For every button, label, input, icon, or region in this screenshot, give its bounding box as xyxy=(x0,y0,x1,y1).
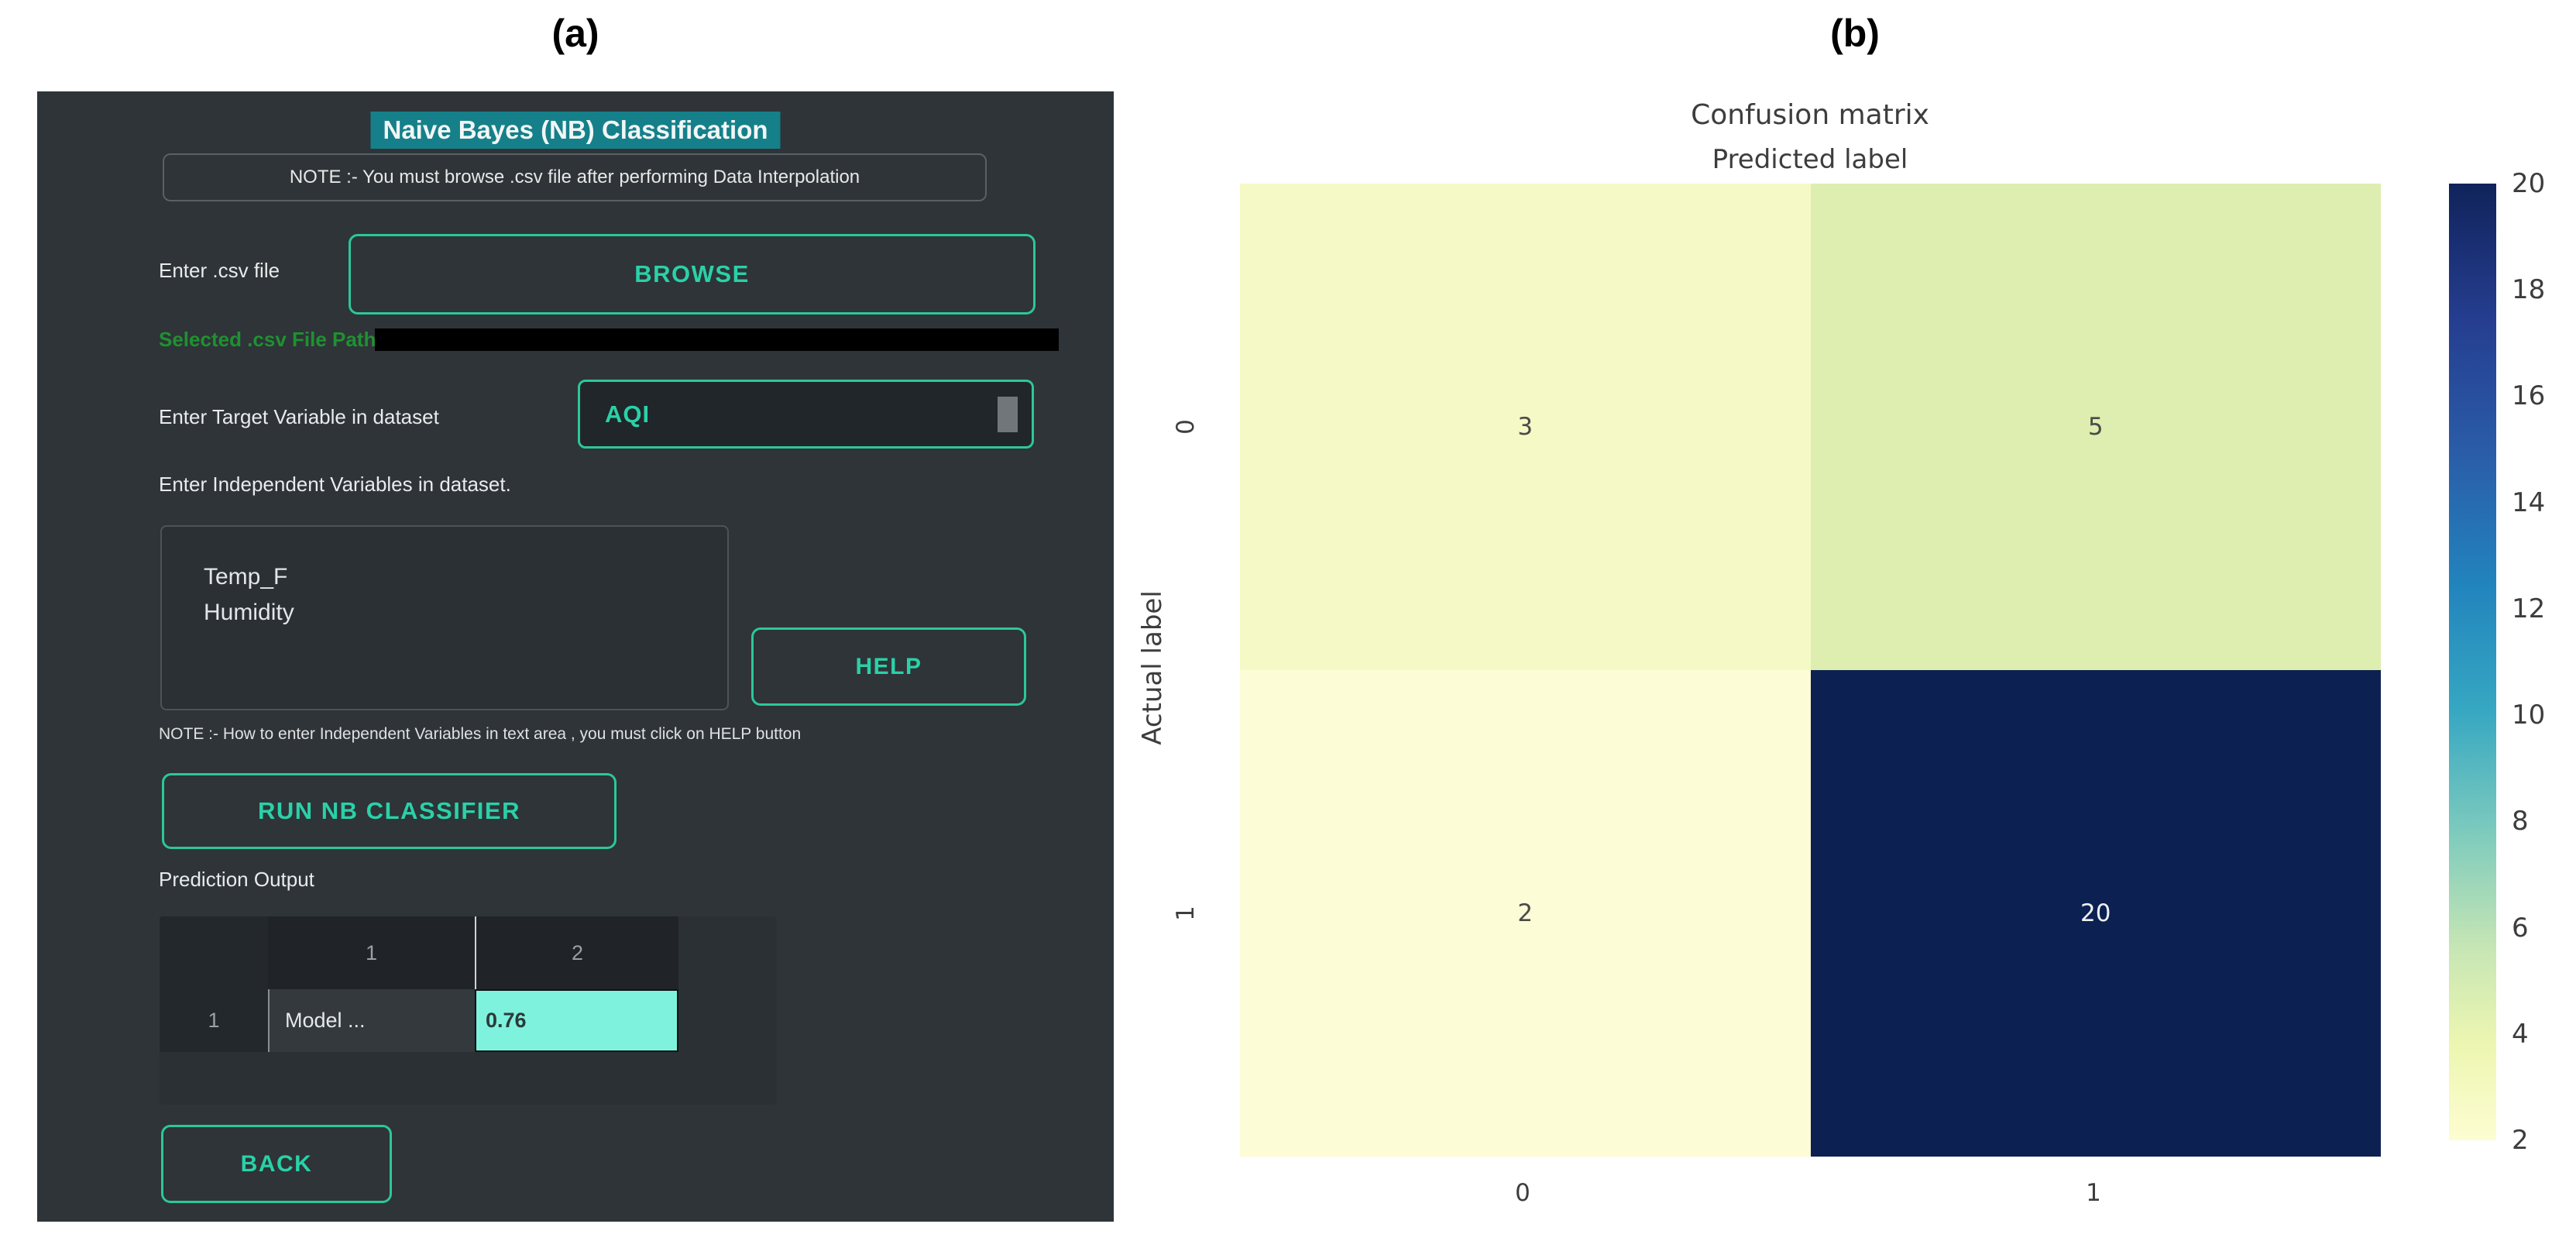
x-tick-label: 0 xyxy=(1515,1179,1530,1207)
chart-title: Confusion matrix xyxy=(1691,99,1929,131)
text-cursor-block[interactable] xyxy=(998,396,1018,432)
colorbar-tick-label: 2 xyxy=(2512,1125,2529,1156)
panel-a-heading: (a) xyxy=(551,12,599,55)
independent-variable-line: Humidity xyxy=(204,600,294,625)
x-axis-label: Predicted label xyxy=(1712,144,1908,175)
colorbar-tick-label: 8 xyxy=(2512,806,2529,837)
run-nb-classifier-button[interactable]: RUN NB CLASSIFIER xyxy=(162,773,617,849)
selected-path-label: Selected .csv File Path xyxy=(159,327,376,351)
colorbar-tick-label: 6 xyxy=(2512,912,2529,944)
colorbar-tick-label: 4 xyxy=(2512,1018,2529,1050)
colorbar-tick-label: 14 xyxy=(2512,486,2546,518)
heatmap-cell: 3 xyxy=(1240,184,1811,670)
target-variable-input[interactable]: AQI xyxy=(578,380,1034,449)
heatmap-cell: 20 xyxy=(1810,670,2381,1157)
y-axis-label: Actual label xyxy=(1137,590,1168,745)
independent-variables-label: Enter Independent Variables in dataset. xyxy=(159,473,511,496)
prediction-output-table: 1 2 1 Model ... 0.76 xyxy=(160,916,777,1105)
prediction-output-label: Prediction Output xyxy=(159,868,314,891)
independent-variable-line: Temp_F xyxy=(204,564,288,590)
browse-button[interactable]: BROWSE xyxy=(349,234,1036,315)
target-variable-value: AQI xyxy=(605,400,651,428)
colorbar-tick-label: 18 xyxy=(2512,274,2546,306)
heatmap-cell: 2 xyxy=(1240,670,1811,1157)
y-tick-label: 1 xyxy=(1172,906,1200,921)
colorbar-tick-label: 20 xyxy=(2512,168,2546,199)
top-note-box: NOTE :- You must browse .csv file after … xyxy=(163,153,987,201)
colorbar-tick-label: 10 xyxy=(2512,700,2546,731)
confusion-matrix-heatmap: 3 5 2 20 xyxy=(1240,184,2381,1157)
independent-variables-textarea[interactable]: Temp_F Humidity xyxy=(160,525,729,710)
top-note-text: NOTE :- You must browse .csv file after … xyxy=(289,167,860,187)
colorbar xyxy=(2449,184,2496,1140)
table-column-header[interactable]: 2 xyxy=(475,916,678,989)
table-corner-cell[interactable] xyxy=(160,916,268,989)
target-variable-label: Enter Target Variable in dataset xyxy=(159,405,439,428)
csv-file-label: Enter .csv file xyxy=(159,259,280,282)
table-cell-model[interactable]: Model ... xyxy=(268,989,475,1052)
y-tick-label: 0 xyxy=(1172,419,1200,435)
selected-path-row: Selected .csv File Path xyxy=(159,326,376,352)
back-button[interactable]: BACK xyxy=(161,1125,392,1203)
x-tick-label: 1 xyxy=(2086,1179,2101,1207)
help-button[interactable]: HELP xyxy=(751,627,1026,706)
panel-b-heading: (b) xyxy=(1830,12,1880,55)
prediction-table-grid: 1 2 1 Model ... 0.76 xyxy=(160,916,678,1052)
table-row-header[interactable]: 1 xyxy=(160,989,268,1052)
table-cell-accuracy[interactable]: 0.76 xyxy=(475,989,678,1052)
colorbar-tick-label: 12 xyxy=(2512,593,2546,624)
colorbar-tick-label: 16 xyxy=(2512,380,2546,412)
heatmap-cell: 5 xyxy=(1810,184,2381,670)
colorbar-ticks: 20 18 16 14 12 10 8 6 4 2 xyxy=(2512,168,2576,1156)
help-note-text: NOTE :- How to enter Independent Variabl… xyxy=(159,725,802,743)
redacted-file-path xyxy=(375,328,1059,351)
table-column-header[interactable]: 1 xyxy=(268,916,475,989)
nb-classification-window: Naive Bayes (NB) Classification NOTE :- … xyxy=(37,91,1114,1222)
app-title: Naive Bayes (NB) Classification xyxy=(370,112,781,149)
